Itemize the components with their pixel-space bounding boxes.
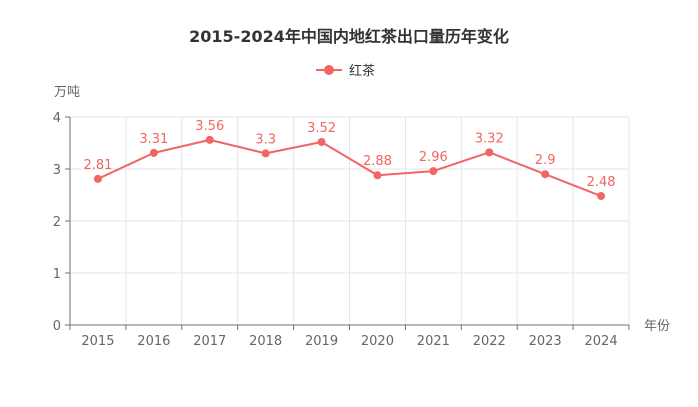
data-label: 3.31 [139,132,168,147]
y-tick-label: 3 [53,163,61,178]
data-point[interactable] [317,137,326,146]
x-tick-label: 2015 [81,334,114,349]
data-label: 3.52 [307,121,336,136]
data-point[interactable] [541,170,550,179]
grid [70,116,630,325]
data-label: 2.48 [587,175,616,190]
x-tick-label: 2024 [585,334,618,349]
data-point[interactable] [149,148,158,157]
y-tick-label: 2 [53,215,61,230]
y-axis-title: 万吨 [54,85,80,100]
y-tick-label: 1 [53,267,61,282]
data-point[interactable] [429,167,438,176]
y-tick-label: 0 [53,319,61,334]
data-label: 2.81 [83,158,112,173]
x-tick-label: 2020 [361,334,394,349]
series-line-layer [97,138,602,197]
data-label: 2.9 [535,153,556,168]
data-point[interactable] [373,171,382,180]
chart-title: 2015-2024年中国内地红茶出口量历年变化 [189,27,509,46]
x-tick-label: 2017 [193,334,226,349]
data-point[interactable] [485,148,494,157]
x-tick-label: 2019 [305,334,338,349]
data-point[interactable] [597,192,606,201]
data-label: 3.3 [255,132,276,147]
x-tick-label: 2021 [417,334,450,349]
legend-marker-icon [324,65,334,75]
data-label: 2.96 [419,150,448,165]
data-label: 3.56 [195,119,224,134]
data-label: 3.32 [475,131,504,146]
x-tick-label: 2018 [249,334,282,349]
legend-label: 红茶 [349,63,375,79]
y-tick-label: 4 [53,111,61,126]
x-tick-label: 2022 [473,334,506,349]
x-tick-label: 2016 [137,334,170,349]
axes: 0 1 2 3 4 2015 2016 2017 2018 2019 2020 2021 2022 202… [53,111,630,349]
data-labels: 2.81 3.31 3.56 3.3 3.52 2.88 2.96 3.32 2.9 2.48 [83,119,615,190]
series-line [97,138,602,197]
x-axis-title: 年份 [644,319,670,334]
data-label: 2.88 [363,154,392,169]
data-point[interactable] [93,174,102,183]
data-point[interactable] [261,149,270,158]
series-points [93,135,606,201]
data-point[interactable] [205,135,214,144]
x-tick-label: 2023 [529,334,562,349]
legend[interactable]: 红茶 [316,63,375,79]
